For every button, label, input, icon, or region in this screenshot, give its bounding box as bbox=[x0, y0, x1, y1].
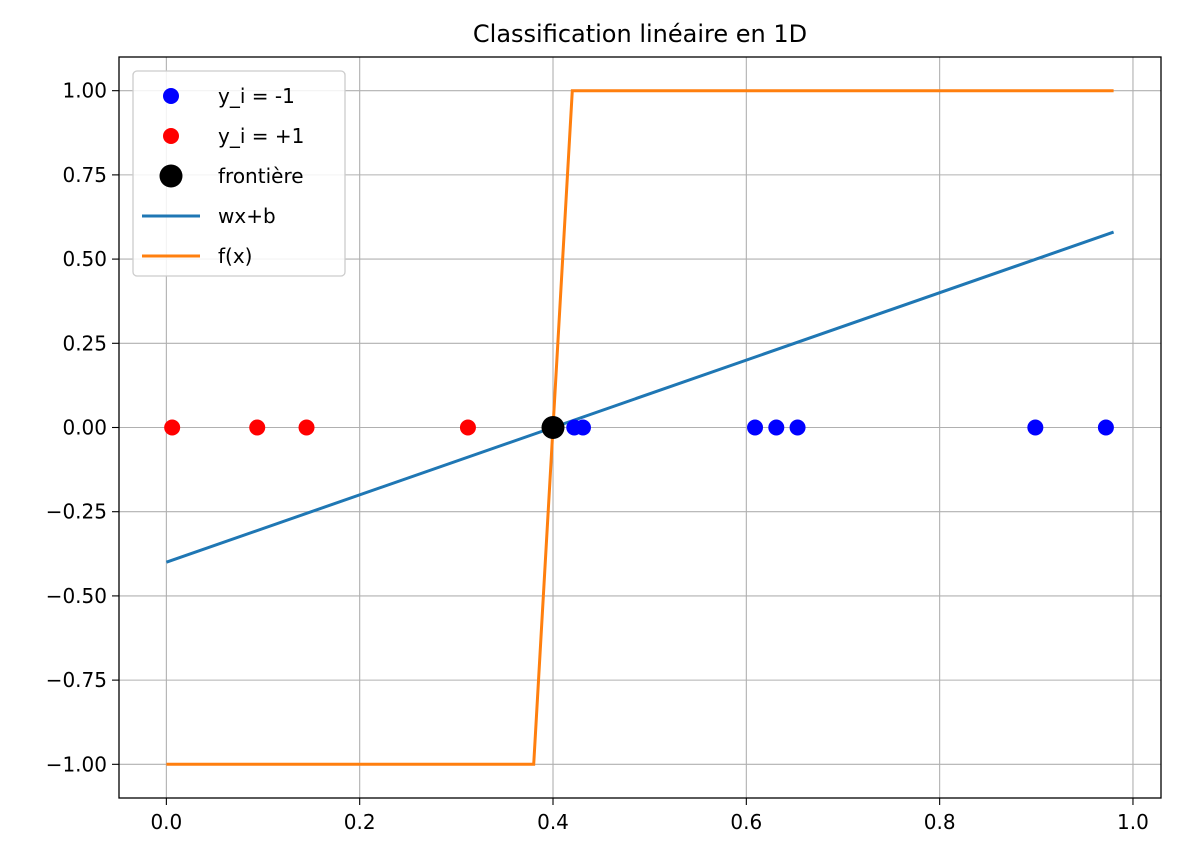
data-point bbox=[1097, 419, 1114, 436]
legend-swatch bbox=[159, 164, 183, 188]
legend-label: y_i = -1 bbox=[218, 84, 295, 108]
legend: y_i = -1 y_i = +1 frontière wx+b f(x) bbox=[132, 70, 346, 277]
data-point bbox=[164, 419, 181, 436]
data-point bbox=[298, 419, 315, 436]
legend-label: y_i = +1 bbox=[218, 124, 304, 148]
y-tick-label: 1.00 bbox=[62, 79, 107, 103]
x-tick-label: 0.2 bbox=[344, 810, 376, 834]
data-point bbox=[459, 419, 476, 436]
series-line-wx-b bbox=[165, 230, 1115, 564]
y-tick-label: 0.00 bbox=[62, 416, 107, 440]
y-tick-label: −0.50 bbox=[46, 584, 107, 608]
data-point bbox=[1027, 419, 1044, 436]
legend-label: f(x) bbox=[218, 244, 252, 268]
legend-label: wx+b bbox=[218, 204, 276, 228]
chart-title: Classification linéaire en 1D bbox=[473, 20, 807, 48]
ticks: 0.0 0.2 0.4 0.6 0.8 1.0 1.00 0.75 0.50 0.25 0.00 −0… bbox=[46, 79, 1149, 834]
boundary-point bbox=[541, 416, 565, 439]
data-point bbox=[747, 419, 764, 436]
x-tick-label: 0.6 bbox=[730, 810, 762, 834]
plot-area bbox=[164, 89, 1115, 766]
y-tick-label: 0.25 bbox=[62, 331, 107, 355]
legend-label: frontière bbox=[218, 164, 304, 188]
legend-box bbox=[132, 70, 346, 277]
data-point bbox=[789, 419, 806, 436]
y-tick-label: 0.50 bbox=[62, 247, 107, 271]
y-tick-label: −1.00 bbox=[46, 752, 107, 776]
y-tick-label: −0.75 bbox=[46, 668, 107, 692]
x-tick-label: 0.4 bbox=[537, 810, 569, 834]
x-tick-label: 0.0 bbox=[150, 810, 182, 834]
x-tick-label: 1.0 bbox=[1117, 810, 1149, 834]
data-point bbox=[249, 419, 266, 436]
y-tick-label: 0.75 bbox=[62, 163, 107, 187]
legend-swatch bbox=[163, 128, 179, 144]
x-tick-label: 0.8 bbox=[924, 810, 956, 834]
data-point bbox=[574, 419, 591, 436]
data-point bbox=[768, 419, 785, 436]
y-tick-label: −0.25 bbox=[46, 500, 107, 524]
legend-swatch bbox=[163, 88, 179, 104]
